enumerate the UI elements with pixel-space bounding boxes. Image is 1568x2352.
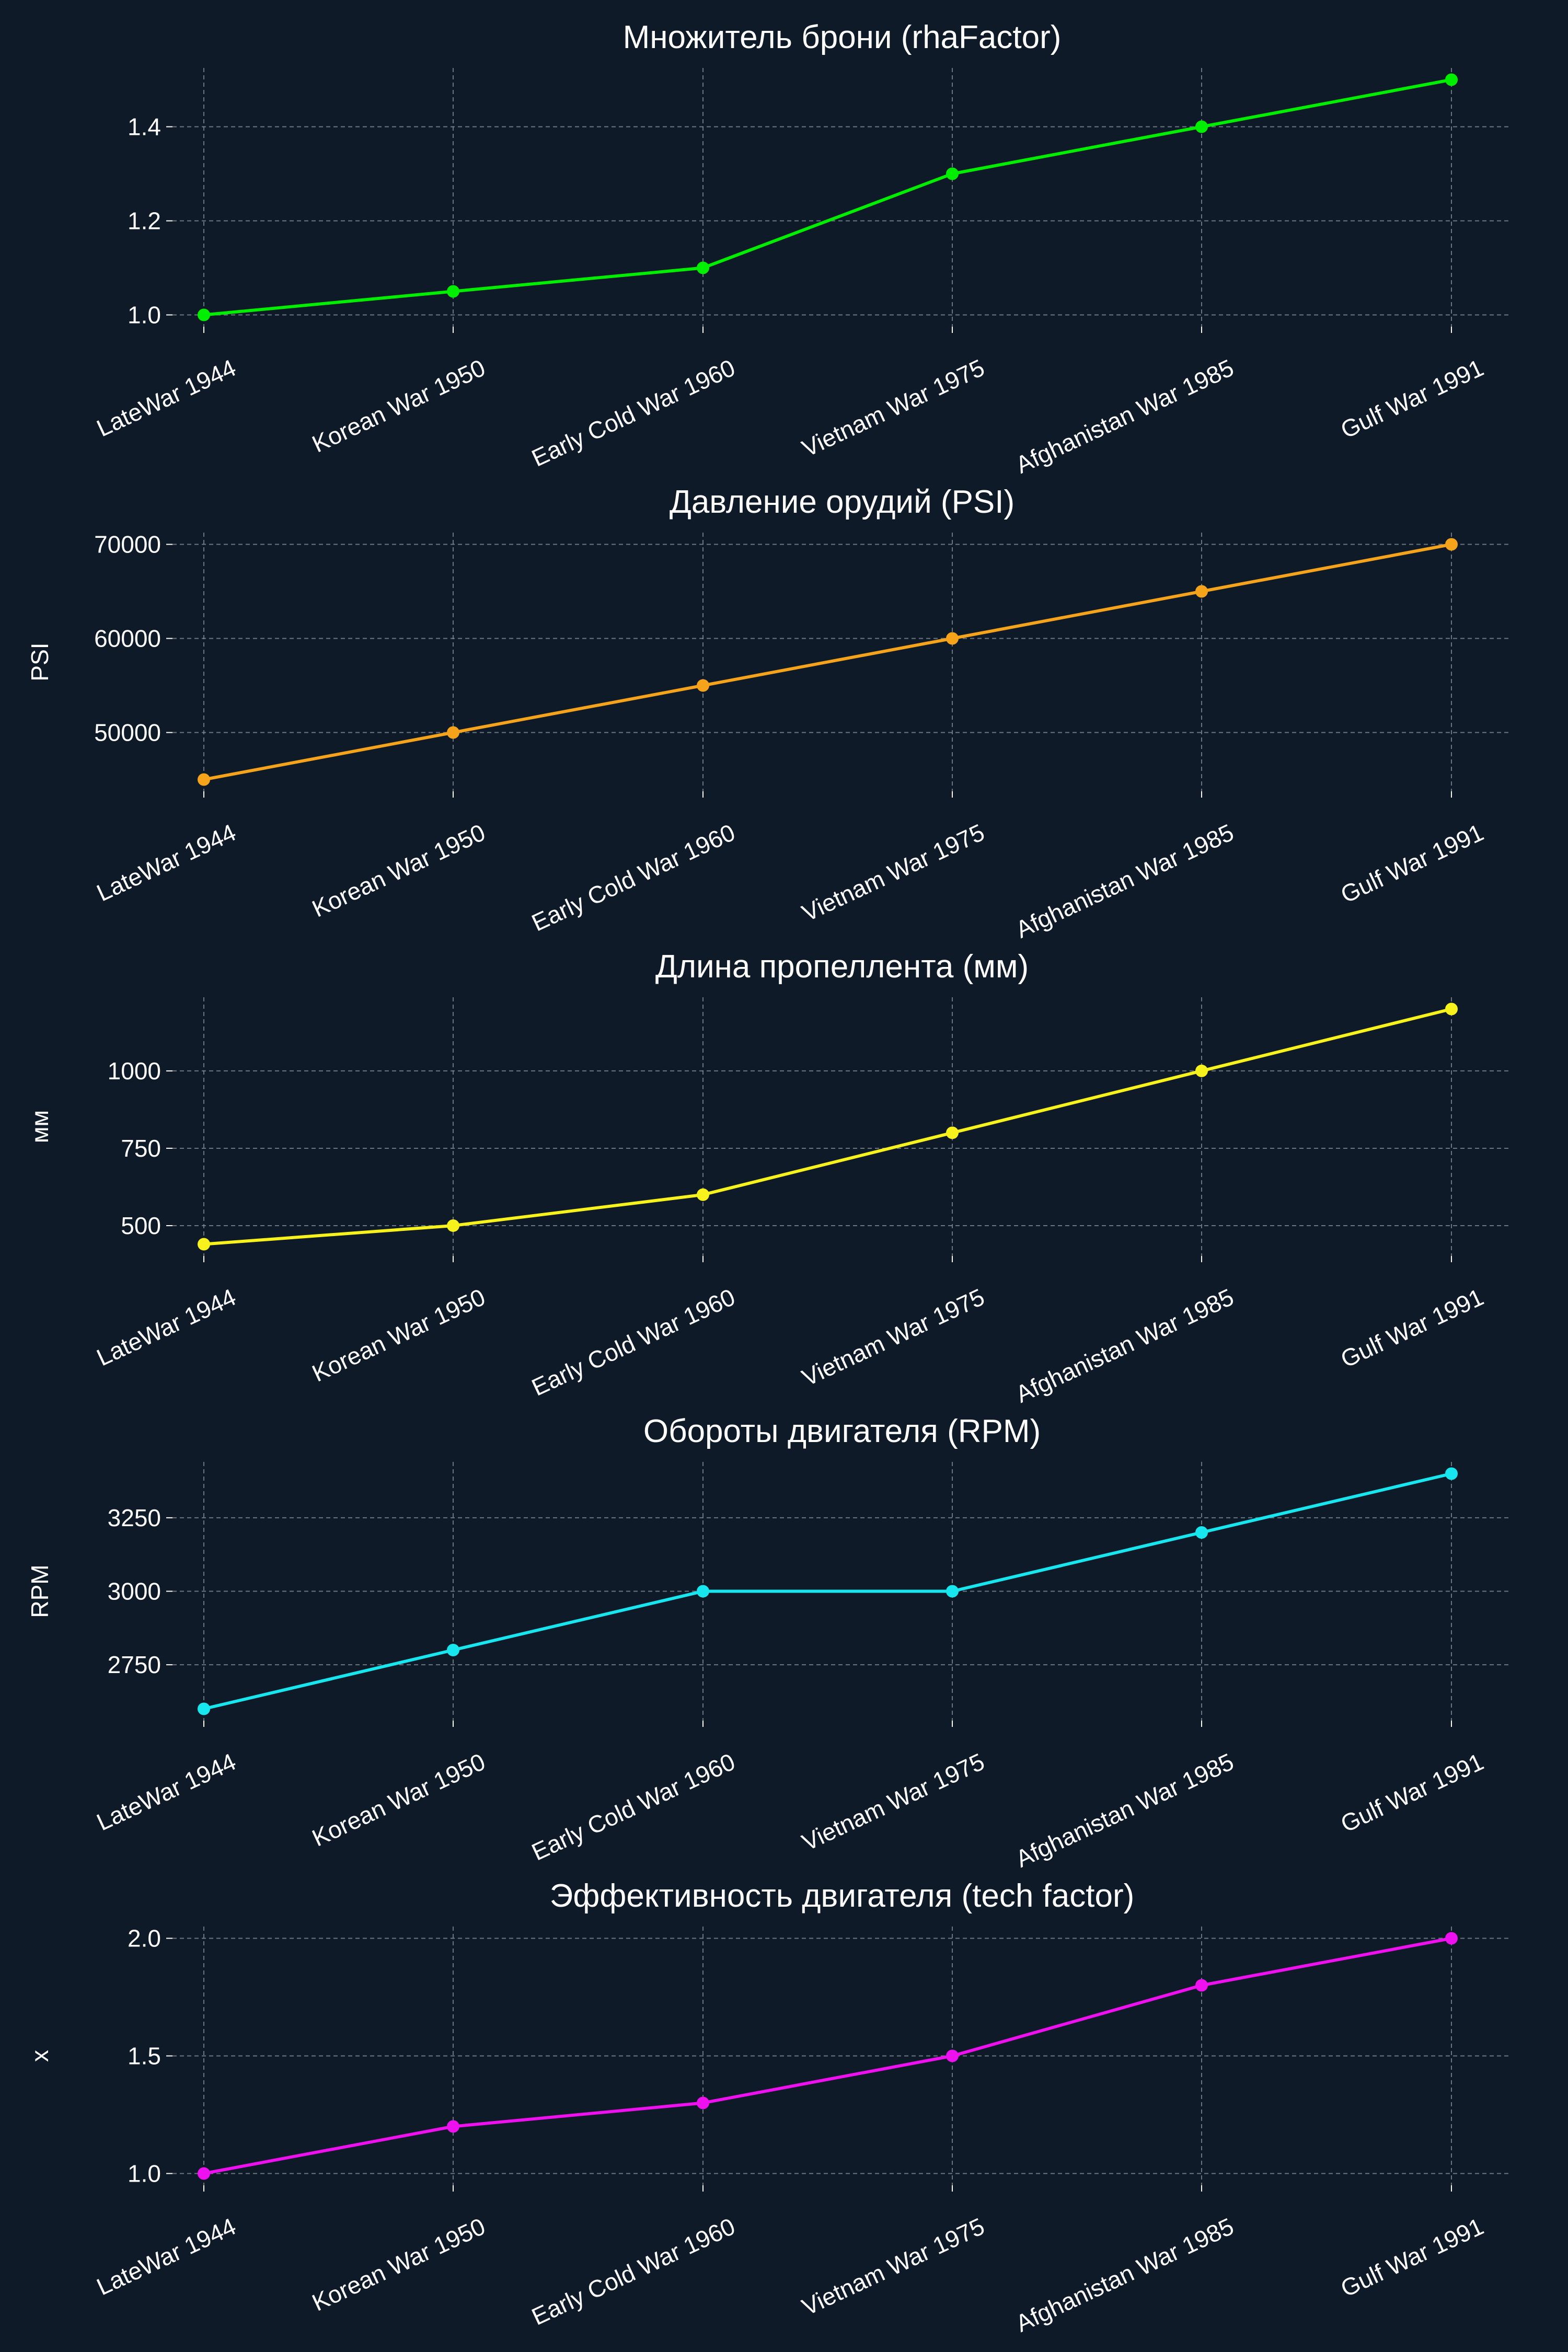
x-tick-label: LateWar 1944 (93, 2212, 240, 2301)
data-point (1445, 73, 1458, 86)
x-tick-label: LateWar 1944 (93, 1283, 240, 1371)
x-tick-label: Gulf War 1991 (1336, 1283, 1488, 1373)
data-point (946, 632, 959, 645)
y-tick-label: 3250 (108, 1504, 161, 1531)
y-tick-label: 750 (121, 1135, 161, 1162)
x-tick-label: LateWar 1944 (93, 818, 240, 907)
data-point (1195, 1526, 1208, 1539)
x-tick-label: Korean War 1950 (308, 1283, 489, 1387)
data-point (1195, 585, 1208, 598)
data-point (1445, 1467, 1458, 1480)
y-tick-label: 1.5 (128, 2043, 161, 2070)
x-tick-label: Vietnam War 1975 (798, 2212, 988, 2321)
x-tick-label: Afghanistan War 1985 (1011, 354, 1238, 479)
data-point (946, 2049, 959, 2062)
y-tick-label: 3000 (108, 1578, 161, 1605)
y-tick-label: 2750 (108, 1651, 161, 1678)
y-tick-label: 2.0 (128, 1925, 161, 1952)
x-tick-label: Afghanistan War 1985 (1011, 818, 1238, 943)
y-axis-label: x (26, 2050, 53, 2062)
x-tick-label: Gulf War 1991 (1336, 1748, 1488, 1838)
chart-panel-1: Множитель брони (rhaFactor) 1.0 1.2 1.4 Late… (93, 19, 1512, 479)
x-tick-label: Vietnam War 1975 (798, 354, 988, 462)
y-tick-label: 1.4 (128, 113, 161, 141)
data-point (697, 1585, 709, 1598)
x-tick-label: Early Cold War 1960 (527, 1748, 739, 1866)
chart-panel-3: Длина пропеллента (мм) 500 750 1000 LateWar … (26, 949, 1512, 1408)
chart-panel-5: Эффективность двигателя (tech factor) 1.0… (26, 1878, 1512, 2337)
data-point (198, 773, 210, 786)
data-point (946, 1585, 959, 1598)
data-point (198, 2167, 210, 2180)
chart-title: Множитель брони (rhaFactor) (623, 19, 1062, 55)
data-point (697, 261, 709, 274)
data-point (697, 2096, 709, 2109)
data-point (447, 1644, 459, 1656)
x-tick-label: Vietnam War 1975 (798, 1748, 988, 1856)
series-line (202, 78, 1453, 317)
data-point (198, 1702, 210, 1715)
data-point (1445, 538, 1458, 551)
chart-title: Длина пропеллента (мм) (655, 949, 1029, 985)
x-tick-label: Afghanistan War 1985 (1011, 1283, 1238, 1408)
series-line (202, 1472, 1453, 1711)
x-tick-label: Afghanistan War 1985 (1011, 2212, 1238, 2337)
y-tick-label: 1000 (108, 1057, 161, 1085)
x-tick-label: LateWar 1944 (93, 1748, 240, 1836)
x-tick-label: Gulf War 1991 (1336, 354, 1488, 444)
x-tick-label: Vietnam War 1975 (798, 818, 988, 927)
y-axis-label: мм (26, 1110, 53, 1143)
data-point (447, 726, 459, 739)
series-line (202, 1936, 1453, 2175)
data-point (1445, 1932, 1458, 1945)
x-tick-label: Afghanistan War 1985 (1011, 1748, 1238, 1873)
chart-title: Эффективность двигателя (tech factor) (550, 1878, 1134, 1914)
y-tick-label: 60000 (94, 625, 161, 652)
x-tick-label: Early Cold War 1960 (527, 2212, 739, 2331)
y-tick-label: 50000 (94, 719, 161, 746)
data-point (697, 679, 709, 692)
chart-title: Обороты двигателя (RPM) (643, 1413, 1041, 1449)
x-tick-label: Early Cold War 1960 (527, 1283, 739, 1401)
x-tick-label: Korean War 1950 (308, 1748, 489, 1852)
series-line (202, 1007, 1453, 1246)
data-point (697, 1188, 709, 1201)
data-point (447, 285, 459, 298)
y-tick-label: 70000 (94, 531, 161, 558)
data-point (447, 2120, 459, 2133)
y-tick-label: 1.2 (128, 207, 161, 235)
chart-panel-4: Обороты двигателя (RPM) 2750 3000 3250 LateW… (26, 1413, 1512, 1873)
x-tick-label: LateWar 1944 (93, 354, 240, 442)
series-line (202, 543, 1453, 781)
x-tick-label: Vietnam War 1975 (798, 1283, 988, 1391)
chart-title: Давление орудий (PSI) (670, 484, 1014, 520)
y-axis-label: RPM (26, 1564, 53, 1618)
data-point (1445, 1002, 1458, 1016)
chart-panel-2: Давление орудий (PSI) 50000 60000 70000 Late… (26, 484, 1512, 943)
x-tick-label: Early Cold War 1960 (527, 354, 739, 472)
data-point (1195, 120, 1208, 133)
x-tick-label: Gulf War 1991 (1336, 2212, 1488, 2302)
data-point (1195, 1979, 1208, 1992)
y-axis-label: PSI (26, 642, 53, 681)
y-tick-label: 1.0 (128, 2160, 161, 2187)
data-point (198, 308, 210, 321)
data-point (1195, 1064, 1208, 1077)
x-tick-label: Early Cold War 1960 (527, 818, 739, 937)
data-point (198, 1238, 210, 1251)
x-tick-label: Korean War 1950 (308, 2212, 489, 2316)
x-tick-label: Gulf War 1991 (1336, 818, 1488, 908)
data-point (946, 167, 959, 180)
data-point (447, 1219, 459, 1232)
x-tick-label: Korean War 1950 (308, 354, 489, 458)
y-tick-label: 500 (121, 1212, 161, 1239)
data-point (946, 1126, 959, 1139)
y-tick-label: 1.0 (128, 302, 161, 329)
x-tick-label: Korean War 1950 (308, 818, 489, 923)
